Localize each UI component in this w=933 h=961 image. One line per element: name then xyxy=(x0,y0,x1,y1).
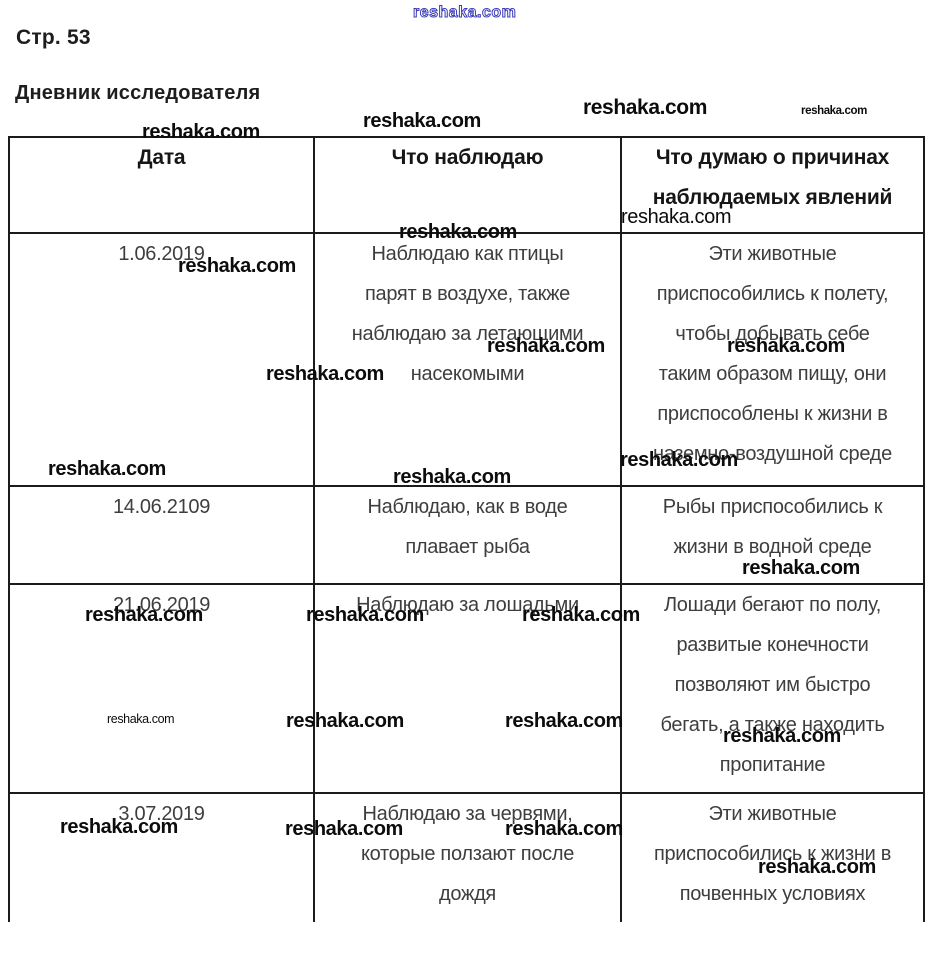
watermark-text: reshaka.com xyxy=(178,255,296,277)
text-line: приспособлены к жизни в xyxy=(657,403,888,425)
text-line: Лошади бегают по полу, xyxy=(663,594,882,616)
watermark-text: reshaka.com xyxy=(286,710,404,732)
table-row: 14.06.2109 Наблюдаю, как в воде плавает ры… xyxy=(8,485,925,583)
watermark-text: reshaka.com xyxy=(306,604,424,626)
text-line: позволяют им быстро xyxy=(674,674,871,696)
watermark-text: reshaka.com xyxy=(583,96,708,119)
text-line: чтобы добывать себе xyxy=(675,323,870,345)
watermark-text: reshaka.com xyxy=(758,856,876,878)
cell-observation: Наблюдаю как птицы парят в воздухе, также… xyxy=(313,232,620,485)
watermark-text: reshaka.com xyxy=(399,221,517,243)
text-line: Наблюдаю, как в воде xyxy=(367,496,568,518)
text-line: парят в воздухе, также xyxy=(364,283,570,305)
cell-observation: Наблюдаю за червями, которые ползают посл… xyxy=(313,792,620,922)
watermark-text: reshaka.com xyxy=(412,4,517,22)
text-line: наблюдаемых явлений xyxy=(652,186,893,209)
diary-table: Дата Что наблюдаю Что думаю о причинах набл… xyxy=(8,136,925,922)
text-line: бегать, а также находить xyxy=(660,714,885,736)
text-line: которые ползают после xyxy=(360,843,575,865)
document-title: Дневник исследователя xyxy=(15,82,261,104)
cell-observation: Наблюдаю, как в воде плавает рыба xyxy=(313,485,620,583)
watermark-text: reshaka.com xyxy=(801,105,867,117)
text-line: таким образом пищу, они xyxy=(658,363,887,385)
watermark-text: reshaka.com xyxy=(522,604,640,626)
cell-date: 3.07.2019 xyxy=(8,792,313,922)
text-line: Наблюдаю за червями, xyxy=(362,803,573,825)
watermark-text: reshaka.com xyxy=(85,604,203,626)
cell-thoughts: Лошади бегают по полу, развитые конечност… xyxy=(620,583,925,792)
text-line: Наблюдаю как птицы xyxy=(371,243,564,265)
table-header-row: Дата Что наблюдаю Что думаю о причинах набл… xyxy=(8,136,925,232)
cell-thoughts: Эти животные приспособились к полету, чтоб… xyxy=(620,232,925,485)
watermark-text: reshaka.com xyxy=(505,818,623,840)
header-cell-observation: Что наблюдаю xyxy=(313,136,620,232)
table-row: 21.06.2019 Наблюдаю за лошадьми Лошади бег… xyxy=(8,583,925,792)
text-line: наблюдаю за летающими xyxy=(351,323,584,345)
header-cell-thoughts: Что думаю о причинах наблюдаемых явлений xyxy=(620,136,925,232)
text-line: жизни в водной среде xyxy=(673,536,872,558)
watermark-text: reshaka.com xyxy=(48,458,166,480)
text-line: Наблюдаю за лошадьми xyxy=(356,594,579,616)
watermark-text: reshaka.com xyxy=(505,710,623,732)
table-row: 3.07.2019 Наблюдаю за червями, которые пол… xyxy=(8,792,925,922)
text-line: 21.06.2019 xyxy=(112,594,211,616)
text-line: плавает рыба xyxy=(405,536,530,558)
text-line: Эти животные xyxy=(708,243,837,265)
text-line: пропитание xyxy=(719,754,826,776)
text-line: 14.06.2109 xyxy=(112,496,211,518)
text-line: наземно-воздушной среде xyxy=(653,443,892,465)
watermark-text: reshaka.com xyxy=(107,712,175,726)
watermark-text: reshaka.com xyxy=(727,335,845,357)
watermark-text: reshaka.com xyxy=(620,449,738,471)
cell-observation: Наблюдаю за лошадьми xyxy=(313,583,620,792)
text-line: 1.06.2019 xyxy=(118,243,205,265)
page-number-heading: Стр. 53 xyxy=(16,26,91,49)
text-line: насекомыми xyxy=(410,363,525,385)
watermark-text: reshaka.com xyxy=(60,816,178,838)
watermark-text: reshaka.com xyxy=(621,206,732,228)
watermark-text: reshaka.com xyxy=(142,121,260,143)
watermark-text: reshaka.com xyxy=(723,725,841,747)
header-cell-date: Дата xyxy=(8,136,313,232)
text-line: Что наблюдаю xyxy=(391,146,544,169)
text-line: Что думаю о причинах xyxy=(655,146,890,169)
text-line: Дата xyxy=(137,146,186,169)
text-line: приспособились к полету, xyxy=(656,283,889,305)
cell-date: 14.06.2109 xyxy=(8,485,313,583)
cell-date: 1.06.2019 xyxy=(8,232,313,485)
watermark-text: reshaka.com xyxy=(363,110,481,132)
cell-thoughts: Рыбы приспособились к жизни в водной сред… xyxy=(620,485,925,583)
text-line: Рыбы приспособились к xyxy=(662,496,883,518)
table-row: 1.06.2019 Наблюдаю как птицы парят в возду… xyxy=(8,232,925,485)
watermark-text: reshaka.com xyxy=(742,557,860,579)
watermark-text: reshaka.com xyxy=(393,466,511,488)
text-line: почвенных условиях xyxy=(679,883,866,905)
text-line: Эти животные xyxy=(708,803,837,825)
text-line: дождя xyxy=(439,883,496,905)
watermark-text: reshaka.com xyxy=(487,335,605,357)
text-line: 3.07.2019 xyxy=(118,803,205,825)
watermark-text: reshaka.com xyxy=(266,363,384,385)
watermark-text: reshaka.com xyxy=(285,818,403,840)
cell-thoughts: Эти животные приспособились к жизни в почв… xyxy=(620,792,925,922)
cell-date: 21.06.2019 xyxy=(8,583,313,792)
text-line: приспособились к жизни в xyxy=(653,843,892,865)
text-line: развитые конечности xyxy=(676,634,869,656)
